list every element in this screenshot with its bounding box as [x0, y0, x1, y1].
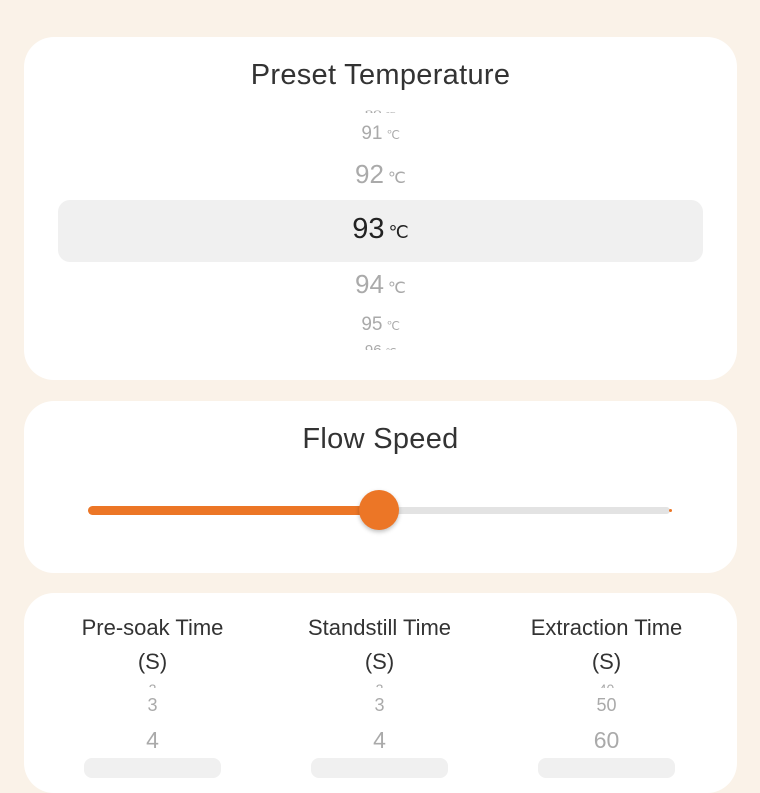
selection-band	[58, 200, 703, 262]
picker-item[interactable]: 40	[488, 681, 725, 688]
picker-item[interactable]: 2	[261, 681, 498, 688]
preset-temperature-title: Preset Temperature	[250, 59, 511, 91]
time-unit: (S)	[137, 649, 168, 674]
slider-thumb[interactable]	[359, 490, 399, 530]
flow-speed-card: Flow Speed	[24, 401, 737, 573]
time-title: Standstill Time	[307, 615, 452, 640]
picker-item[interactable]: 50	[596, 695, 617, 715]
time-picker-extraction[interactable]: Extraction Time (S) 40 50 60	[488, 593, 725, 793]
flow-speed-slider[interactable]	[88, 490, 672, 530]
time-picker-standstill[interactable]: Standstill Time (S) 2 3 4	[261, 593, 498, 793]
slider-end-dot	[669, 509, 672, 512]
time-title: Extraction Time	[530, 615, 683, 640]
picker-item[interactable]: 4	[373, 727, 386, 753]
picker-item[interactable]: 4	[146, 727, 159, 753]
selection-band	[538, 758, 675, 778]
picker-item-selected[interactable]: 93 ℃	[352, 213, 409, 245]
picker-item[interactable]: 94 ℃	[354, 269, 406, 299]
time-unit: (S)	[591, 649, 622, 674]
preset-temperature-card: Preset Temperature 90℃ 91℃ 92℃ 93℃ 94℃ 9…	[24, 37, 737, 380]
slider-fill	[88, 506, 379, 515]
time-picker-presoak[interactable]: Pre-soak Time (S) 2 3 4	[34, 593, 271, 793]
selection-band	[311, 758, 448, 778]
picker-item[interactable]: 91 ℃	[361, 123, 400, 144]
picker-item[interactable]: 90℃	[24, 109, 737, 113]
times-card: Pre-soak Time (S) 2 3 4 Standstill Time …	[24, 593, 737, 793]
time-unit: (S)	[364, 649, 395, 674]
selection-band	[84, 758, 221, 778]
picker-item[interactable]: 92 ℃	[354, 159, 406, 189]
picker-item[interactable]: 2	[34, 681, 271, 688]
picker-item[interactable]: 3	[374, 695, 385, 715]
time-title: Pre-soak Time	[81, 615, 224, 640]
picker-item[interactable]: 3	[147, 695, 158, 715]
picker-item[interactable]: 96℃	[24, 342, 737, 350]
picker-item[interactable]: 95 ℃	[361, 314, 400, 335]
flow-speed-title: Flow Speed	[302, 423, 459, 455]
picker-item[interactable]: 60	[593, 727, 620, 753]
